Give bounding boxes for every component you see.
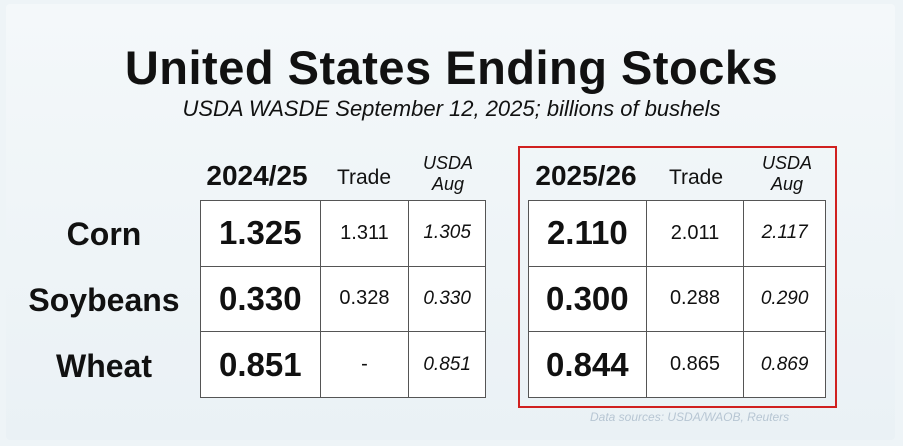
table-2025-26: 2.110 2.011 2.117 0.300 0.288 0.290 0.84… xyxy=(528,200,826,398)
usda-aug-header-2024-25: USDA Aug xyxy=(410,153,486,195)
usda-label: USDA xyxy=(761,153,812,173)
cell-2024-25-soybeans-usda: 0.330 xyxy=(408,265,486,333)
row-label-wheat: Wheat xyxy=(56,348,152,384)
row-label-soybeans: Soybeans xyxy=(28,282,180,318)
table-row-soybeans: 0.330 0.328 0.330 xyxy=(200,265,486,333)
cell-2024-25-corn-trade: 1.311 xyxy=(319,200,410,267)
trade-header-2025-26: Trade xyxy=(668,166,724,189)
cell-2025-26-corn-value: 2.110 xyxy=(528,200,647,267)
aug-label: Aug xyxy=(770,174,804,194)
cell-2025-26-soybeans-trade: 0.288 xyxy=(645,265,745,333)
cell-2024-25-soybeans-trade: 0.328 xyxy=(319,265,410,333)
chart-title: United States Ending Stocks xyxy=(124,41,779,94)
cell-2024-25-corn-usda: 1.305 xyxy=(408,200,486,267)
table-2024-25: 1.325 1.311 1.305 0.330 0.328 0.330 0.85… xyxy=(200,200,486,398)
aug-label: Aug xyxy=(431,174,465,194)
cell-2024-25-corn-value: 1.325 xyxy=(200,200,321,267)
cell-2025-26-corn-usda: 2.117 xyxy=(743,200,826,267)
row-label-corn: Corn xyxy=(66,216,142,252)
cell-2024-25-wheat-usda: 0.851 xyxy=(408,331,486,398)
highlight-box-2025-26 xyxy=(518,146,837,408)
table-row-corn: 1.325 1.311 1.305 xyxy=(200,200,486,267)
table-row-wheat: 0.851 - 0.851 xyxy=(200,331,486,398)
cell-2025-26-wheat-trade: 0.865 xyxy=(645,331,745,398)
chart-subtitle: USDA WASDE September 12, 2025; billions … xyxy=(182,96,721,121)
table-row-corn: 2.110 2.011 2.117 xyxy=(528,200,826,267)
usda-label: USDA xyxy=(422,153,473,173)
data-source-note: Data sources: USDA/WAOB, Reuters xyxy=(590,410,790,424)
cell-2025-26-wheat-value: 0.844 xyxy=(528,331,647,398)
year-header-2024-25: 2024/25 xyxy=(206,160,308,191)
table-row-soybeans: 0.300 0.288 0.290 xyxy=(528,265,826,333)
usda-aug-header-2025-26: USDA Aug xyxy=(746,153,828,195)
table-row-wheat: 0.844 0.865 0.869 xyxy=(528,331,826,398)
year-header-2025-26: 2025/26 xyxy=(535,160,637,191)
cell-2025-26-wheat-usda: 0.869 xyxy=(743,331,826,398)
cell-2025-26-soybeans-value: 0.300 xyxy=(528,265,647,333)
cell-2024-25-wheat-value: 0.851 xyxy=(200,331,321,398)
trade-header-2024-25: Trade xyxy=(336,166,392,189)
cell-2024-25-soybeans-value: 0.330 xyxy=(200,265,321,333)
cell-2024-25-wheat-trade: - xyxy=(319,331,410,398)
